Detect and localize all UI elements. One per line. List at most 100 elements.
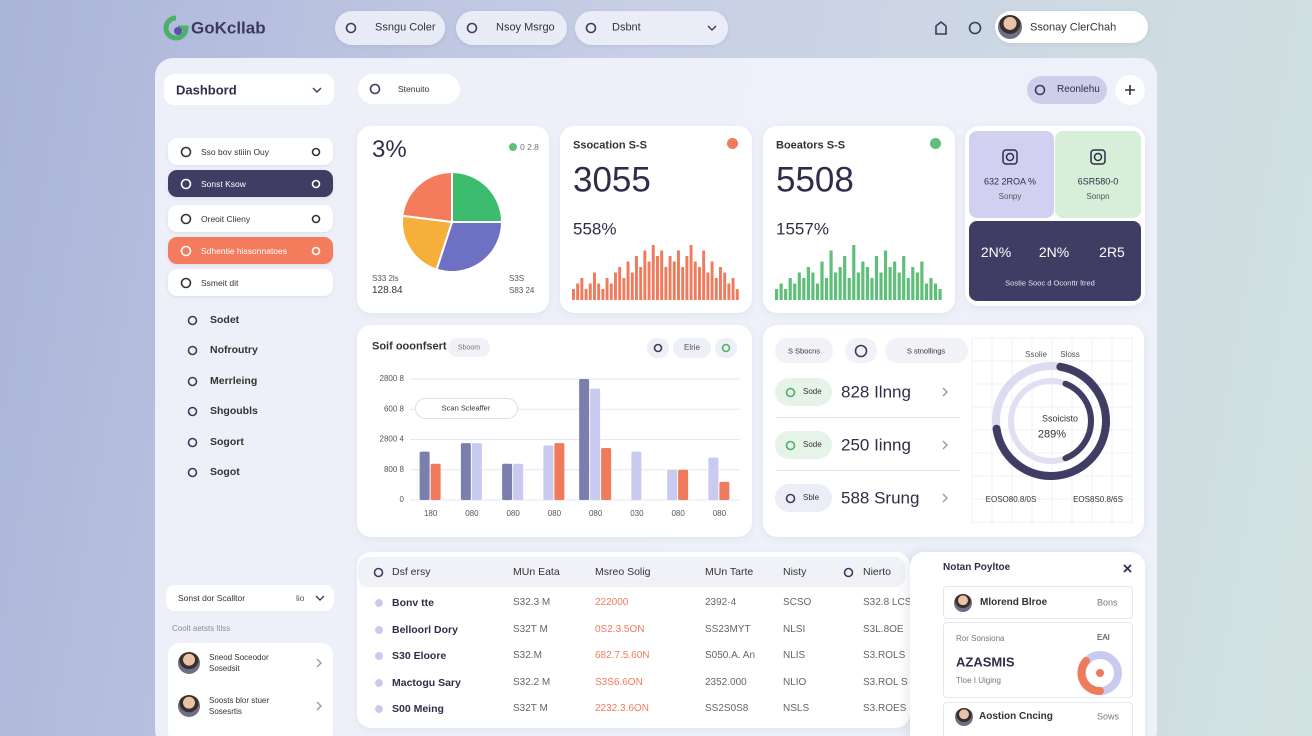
- sidebar-item[interactable]: [168, 138, 333, 165]
- icon-shape: [180, 245, 192, 256]
- bar: [554, 443, 565, 500]
- row-dot: [375, 705, 383, 713]
- cell: S32.M: [513, 650, 542, 661]
- spark-bar: [647, 261, 651, 300]
- chip: [885, 338, 968, 363]
- spark-bar: [656, 256, 659, 300]
- search[interactable]: [358, 74, 460, 104]
- spark-bar: [605, 278, 609, 300]
- icon: [311, 147, 321, 156]
- chevron-shape: [942, 387, 948, 397]
- pie: [401, 170, 504, 273]
- spark-bar: [672, 261, 676, 300]
- label: EOS8S0.8/6S: [1073, 495, 1123, 504]
- icon-button[interactable]: [845, 338, 877, 363]
- spark-bar: [883, 250, 888, 300]
- label: Scan Scleaffer: [441, 403, 491, 413]
- sparkline: [572, 245, 739, 300]
- label: AZASMIS: [956, 654, 1015, 670]
- avatar: [178, 695, 200, 717]
- sidebar-item[interactable]: [168, 269, 333, 296]
- filter-pill[interactable]: [673, 338, 711, 358]
- label: Sostie Sooc d Oconttr ltred: [1005, 278, 1095, 288]
- icon-shape: [345, 22, 357, 34]
- spark-bar: [689, 245, 693, 300]
- spark-bar: [852, 245, 856, 300]
- action-button[interactable]: [1027, 76, 1107, 104]
- spark-bar: [829, 250, 833, 300]
- header-dropdown[interactable]: [575, 11, 728, 45]
- donut-dot: [1096, 669, 1104, 677]
- avatar: [954, 594, 972, 612]
- spark-bar: [593, 272, 596, 300]
- cell: S32.3 M: [513, 597, 551, 608]
- label: 5508: [776, 160, 854, 200]
- row-dot: [375, 599, 383, 607]
- spark-bar: [838, 267, 842, 300]
- icon-shape: [466, 22, 478, 34]
- icon-shape: [369, 83, 381, 95]
- spark-bar: [870, 278, 874, 300]
- spark-bar: [820, 261, 824, 300]
- label: Ror Sonsiona: [956, 634, 1005, 643]
- plus-icon: [1125, 85, 1135, 95]
- sidebar-item[interactable]: [168, 170, 333, 197]
- label: Stenuito: [398, 83, 430, 94]
- column-header: Dsf ersy: [392, 565, 431, 578]
- label: 2R5: [1099, 244, 1125, 260]
- avatar: [998, 15, 1022, 39]
- icon-shape: [585, 22, 597, 34]
- icon: [721, 343, 731, 353]
- y-tick-label: 2800 8: [380, 374, 405, 383]
- spark-bar: [874, 256, 879, 300]
- status-dot: [727, 138, 738, 149]
- cell: S30 Eloore: [392, 649, 447, 662]
- bar: [513, 463, 524, 500]
- x-tick-label: 080: [671, 509, 685, 518]
- label: Sble: [803, 493, 820, 502]
- chevron: [942, 387, 948, 397]
- icon-button[interactable]: [715, 338, 737, 358]
- cell: S32T M: [513, 624, 548, 635]
- sidebar-select[interactable]: [166, 585, 334, 611]
- spark-bar: [834, 272, 838, 300]
- chevron: [316, 701, 322, 711]
- spark-bar: [643, 250, 647, 300]
- spark-bar: [584, 289, 588, 300]
- spark-bar: [888, 267, 892, 300]
- cell: NLIS: [783, 650, 806, 661]
- cell: S32.2 M: [513, 677, 551, 688]
- spark-bar: [630, 272, 634, 300]
- label: Sode: [803, 440, 822, 449]
- label: 2N%: [1038, 244, 1070, 260]
- cell: NSLS: [783, 703, 810, 714]
- label: Dashbord: [176, 82, 237, 98]
- icon-button[interactable]: [647, 338, 669, 358]
- panel-item[interactable]: [943, 622, 1133, 698]
- header-pill[interactable]: [335, 11, 445, 45]
- header-pill[interactable]: [456, 11, 567, 45]
- logo-text: GoKcllab: [191, 18, 266, 38]
- sidebar-item[interactable]: [168, 205, 333, 232]
- label: Oreoit Clieny: [201, 213, 251, 224]
- label: Sonpn: [1086, 192, 1110, 201]
- icon-shape: [187, 467, 197, 477]
- spark-bar: [601, 289, 605, 300]
- spark-bar: [714, 278, 718, 300]
- menu-item: Sodet: [210, 313, 240, 326]
- column-header: Nierto: [863, 565, 892, 578]
- icon: [180, 277, 192, 288]
- close-icon: [1123, 564, 1132, 573]
- bar: [502, 463, 513, 500]
- sidebar-dropdown[interactable]: [164, 74, 334, 105]
- cell: Bonv tte: [392, 596, 434, 609]
- icon-shape: [1123, 564, 1132, 573]
- row-dot: [375, 679, 383, 687]
- spark-bar: [802, 278, 806, 300]
- table-header: [358, 557, 905, 587]
- panel-item[interactable]: [943, 586, 1133, 619]
- label: Coolt aetsts ltlss: [172, 624, 231, 633]
- panel-item[interactable]: [943, 702, 1133, 736]
- cell: Belloorl Dory: [392, 623, 458, 636]
- sidebar-item[interactable]: [168, 237, 333, 264]
